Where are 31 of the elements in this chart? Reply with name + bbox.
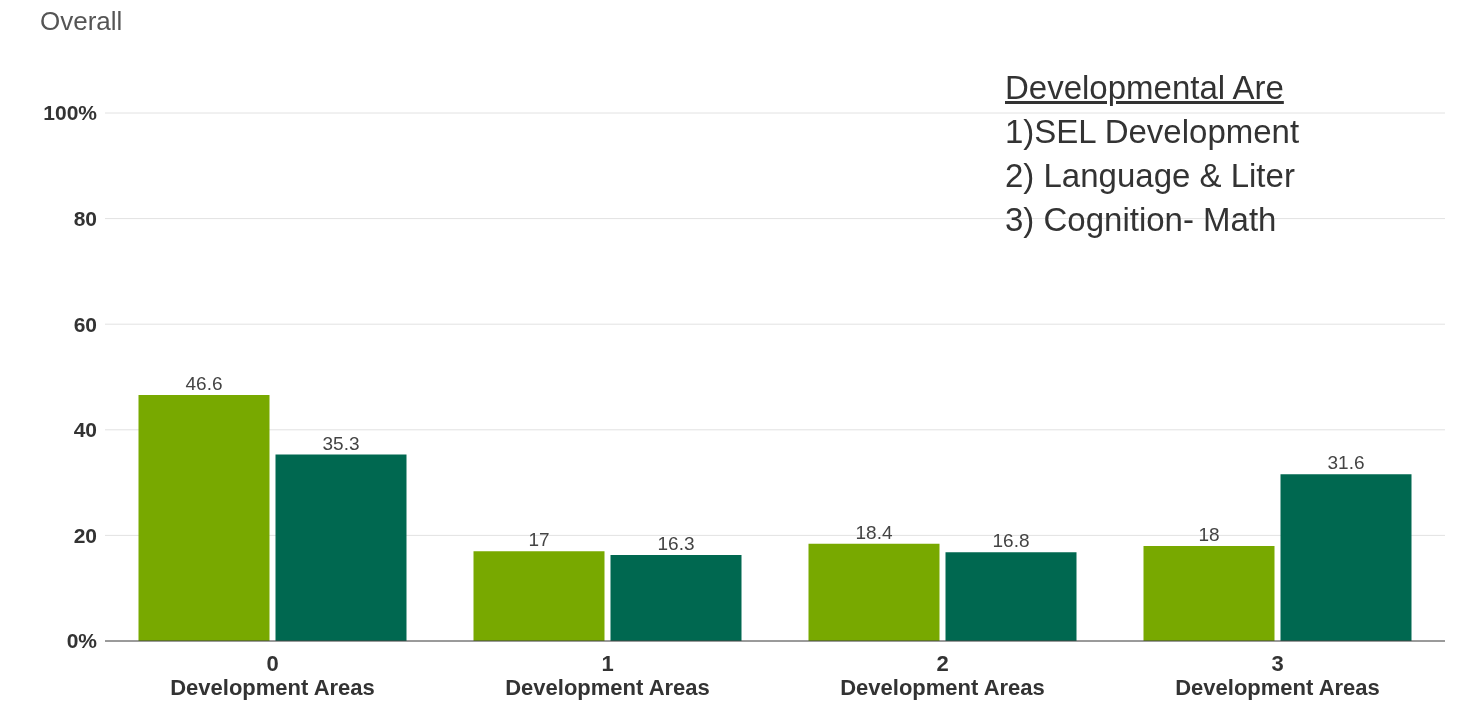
data-label: 18.4 [855,521,893,543]
bar [138,394,270,641]
x-tick-label: 2 Development Areas [840,651,1045,700]
data-label: 46.6 [185,372,223,394]
bar [1143,545,1275,641]
data-label: 31.6 [1327,452,1365,474]
data-label: 18 [1198,523,1220,545]
annotation: 1)SEL Development [1005,112,1300,152]
bar [808,543,940,641]
bar [1280,474,1412,641]
data-label: 17 [528,529,550,551]
data-label: 35.3 [322,432,360,454]
x-tick-label: 3 Development Areas [1175,651,1380,700]
x-tick-label: 1 Development Areas [505,651,710,700]
bar [610,554,742,641]
annotation: 3) Cognition- Math [1005,200,1278,240]
data-label: 16.8 [992,530,1030,552]
chart-title: Overall [40,6,123,37]
y-tick-label: 100% [43,101,98,125]
bar [945,552,1077,641]
data-label: 16.3 [657,532,695,554]
bar [473,551,605,641]
y-tick-label: 20 [73,523,97,547]
y-tick-label: 40 [73,418,97,442]
annotation: 2) Language & Liter [1005,156,1296,196]
y-tick-label: 80 [73,207,97,231]
text: Developmental Are [1005,68,1285,108]
y-tick-label: 0% [66,629,98,653]
x-tick-label: 0 Development Areas [170,651,375,700]
bar [275,454,407,641]
y-tick-label: 60 [73,312,97,336]
